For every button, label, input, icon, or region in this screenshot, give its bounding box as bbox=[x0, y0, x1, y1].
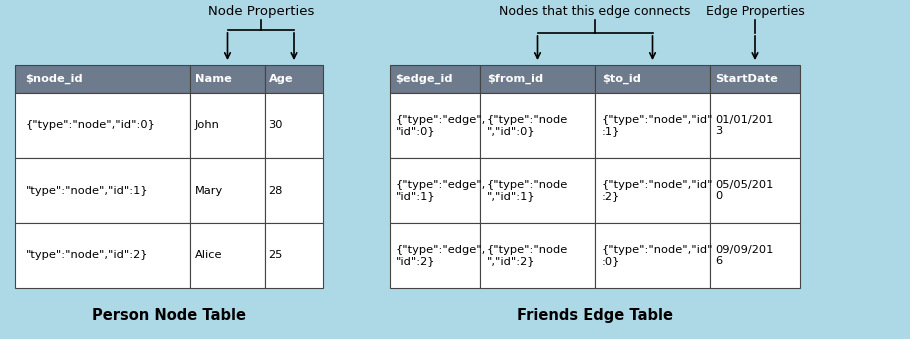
Text: 25: 25 bbox=[268, 251, 283, 260]
Bar bbox=[265, 93, 323, 158]
Bar bbox=[15, 158, 190, 223]
Text: $node_id: $node_id bbox=[25, 74, 83, 84]
Bar bbox=[595, 93, 710, 158]
Text: Mary: Mary bbox=[195, 185, 223, 196]
Bar bbox=[390, 93, 480, 158]
Text: 01/01/201
3: 01/01/201 3 bbox=[715, 115, 774, 136]
Bar bbox=[390, 158, 480, 223]
Bar bbox=[710, 65, 800, 93]
Text: Node Properties: Node Properties bbox=[207, 5, 314, 18]
Bar bbox=[190, 223, 265, 288]
Bar bbox=[595, 65, 710, 93]
Text: Nodes that this edge connects: Nodes that this edge connects bbox=[500, 5, 691, 18]
Bar bbox=[390, 223, 480, 288]
Bar bbox=[190, 158, 265, 223]
Bar bbox=[710, 93, 800, 158]
Bar bbox=[710, 223, 800, 288]
Bar bbox=[480, 158, 595, 223]
Bar bbox=[265, 223, 323, 288]
Bar bbox=[710, 158, 800, 223]
Bar bbox=[190, 65, 265, 93]
Bar bbox=[190, 93, 265, 158]
Bar bbox=[595, 223, 710, 288]
Text: "type":"node","id":1}: "type":"node","id":1} bbox=[25, 185, 148, 196]
Bar bbox=[15, 93, 190, 158]
Text: {"type":"node","id"
:2}: {"type":"node","id" :2} bbox=[602, 180, 713, 201]
Text: {"type":"edge",
"id":1}: {"type":"edge", "id":1} bbox=[396, 180, 486, 201]
Text: {"type":"node
","id":0}: {"type":"node ","id":0} bbox=[487, 115, 568, 136]
Text: Name: Name bbox=[195, 74, 231, 84]
Bar bbox=[265, 65, 323, 93]
Text: 30: 30 bbox=[268, 120, 283, 131]
Bar bbox=[595, 158, 710, 223]
Text: Person Node Table: Person Node Table bbox=[92, 308, 246, 323]
Bar bbox=[265, 158, 323, 223]
Text: $from_id: $from_id bbox=[487, 74, 543, 84]
Bar bbox=[480, 65, 595, 93]
Text: 28: 28 bbox=[268, 185, 283, 196]
Text: Edge Properties: Edge Properties bbox=[705, 5, 804, 18]
Text: Age: Age bbox=[268, 74, 293, 84]
Text: {"type":"node
","id":2}: {"type":"node ","id":2} bbox=[487, 245, 568, 266]
Bar bbox=[390, 65, 480, 93]
Text: $to_id: $to_id bbox=[602, 74, 641, 84]
Text: 09/09/201
6: 09/09/201 6 bbox=[715, 245, 774, 266]
Text: John: John bbox=[195, 120, 219, 131]
Bar bbox=[480, 93, 595, 158]
Text: {"type":"edge",
"id":2}: {"type":"edge", "id":2} bbox=[396, 245, 486, 266]
Text: StartDate: StartDate bbox=[715, 74, 778, 84]
Text: {"type":"node
","id":1}: {"type":"node ","id":1} bbox=[487, 180, 568, 201]
Text: 05/05/201
0: 05/05/201 0 bbox=[715, 180, 774, 201]
Text: $edge_id: $edge_id bbox=[396, 74, 453, 84]
Text: {"type":"node","id"
:1}: {"type":"node","id" :1} bbox=[602, 115, 713, 136]
Text: {"type":"node","id"
:0}: {"type":"node","id" :0} bbox=[602, 245, 713, 266]
Text: "type":"node","id":2}: "type":"node","id":2} bbox=[25, 251, 148, 260]
Text: Alice: Alice bbox=[195, 251, 222, 260]
Bar bbox=[15, 65, 190, 93]
Text: {"type":"edge",
"id":0}: {"type":"edge", "id":0} bbox=[396, 115, 486, 136]
Text: {"type":"node","id":0}: {"type":"node","id":0} bbox=[25, 120, 156, 131]
Bar bbox=[15, 223, 190, 288]
Bar bbox=[480, 223, 595, 288]
Text: Friends Edge Table: Friends Edge Table bbox=[517, 308, 673, 323]
